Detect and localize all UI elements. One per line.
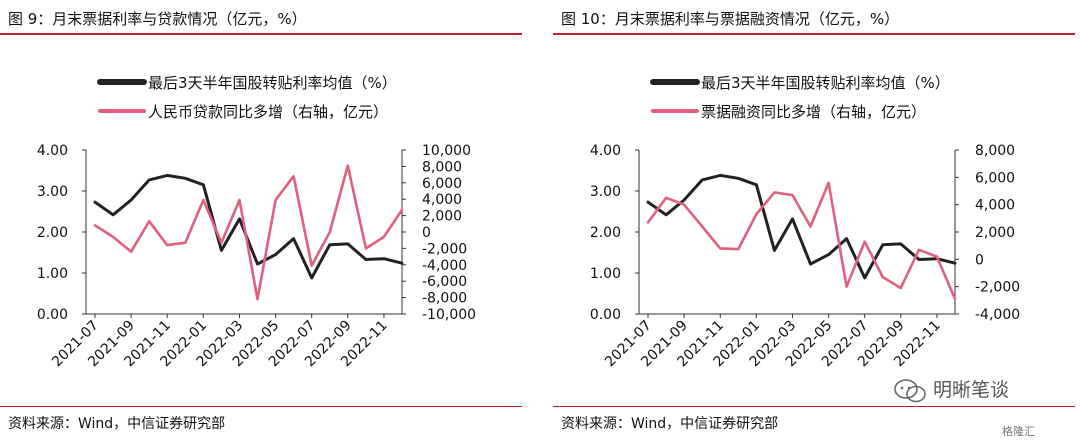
legend-label: 最后3天半年国股转贴利率均值（%） <box>148 74 397 92</box>
source-divider <box>553 406 1075 407</box>
figure-title: 图 9：月末票据利率与贷款情况（亿元，%） <box>8 10 307 28</box>
right-tick-label: -4,000 <box>975 307 1020 323</box>
left-tick-label: 0.00 <box>590 307 621 323</box>
right-tick-label: 8,000 <box>422 159 462 175</box>
right-tick-label: 6,000 <box>422 176 462 192</box>
line-chart-bill-financing: 0.00 1.00 2.00 3.00 4.00 -4,000 -2,000 0 2,000 4,… <box>590 74 1020 370</box>
source-divider <box>0 406 522 407</box>
wechat-bubble-icon <box>894 378 926 402</box>
chart-panel-bill-financing: 图 10：月末票据利率与票据融资情况（亿元，%） 0.00 1.00 2.00 3.0… <box>553 0 1078 444</box>
legend-label: 票据融资同比多增（右轴，亿元） <box>701 103 926 121</box>
source-note: 资料来源：Wind，中信证券研究部 <box>561 416 779 432</box>
source-note: 资料来源：Wind，中信证券研究部 <box>8 416 226 432</box>
right-tick-label: -10,000 <box>422 307 476 323</box>
right-tick-label: 8,000 <box>975 143 1015 159</box>
left-tick-label: 4.00 <box>590 143 621 159</box>
right-tick-label: 6,000 <box>975 170 1015 186</box>
right-tick-label: 2,000 <box>975 225 1015 241</box>
left-tick-label: 4.00 <box>37 143 68 159</box>
right-tick-label: 2,000 <box>422 209 462 225</box>
left-tick-label: 2.00 <box>590 225 621 241</box>
series-line-amount <box>93 164 404 301</box>
legend-label: 人民币贷款同比多增（右轴，亿元） <box>148 103 388 121</box>
left-tick-label: 3.00 <box>590 184 621 200</box>
line-chart-loans: 0.001.002.003.004.00-10,000-8,000-6,000-… <box>37 74 476 370</box>
right-tick-label: 0 <box>975 252 984 268</box>
series-line-rate <box>646 173 957 280</box>
right-tick-label: 4,000 <box>422 192 462 208</box>
left-tick-label: 0.00 <box>37 307 68 323</box>
right-tick-label: 0 <box>422 225 431 241</box>
right-tick-label: -4,000 <box>422 258 467 274</box>
left-tick-label: 3.00 <box>37 184 68 200</box>
watermark-text: 明晰笔谈 <box>933 379 1010 401</box>
right-tick-label: -8,000 <box>422 291 467 307</box>
series-line-amount <box>646 181 957 301</box>
title-divider <box>553 33 1075 35</box>
watermark-secondary: 格隆汇 <box>1002 425 1035 438</box>
watermark: 明晰笔谈 <box>893 375 1009 404</box>
series-line-rate <box>93 173 404 280</box>
right-tick-label: 10,000 <box>422 143 471 159</box>
right-tick-label: 4,000 <box>975 198 1015 214</box>
left-tick-label: 1.00 <box>37 266 68 282</box>
left-tick-label: 2.00 <box>37 225 68 241</box>
figure-title: 图 10：月末票据利率与票据融资情况（亿元，%） <box>561 10 900 28</box>
chart-panel-loans: 图 9：月末票据利率与贷款情况（亿元，%） 0.00 1.00 2.00 3.00 4.… <box>0 0 525 444</box>
right-tick-label: -2,000 <box>975 280 1020 296</box>
legend-label: 最后3天半年国股转贴利率均值（%） <box>701 74 950 92</box>
left-tick-label: 1.00 <box>590 266 621 282</box>
right-tick-label: -6,000 <box>422 274 467 290</box>
title-divider <box>0 33 522 35</box>
right-tick-label: -2,000 <box>422 241 467 257</box>
